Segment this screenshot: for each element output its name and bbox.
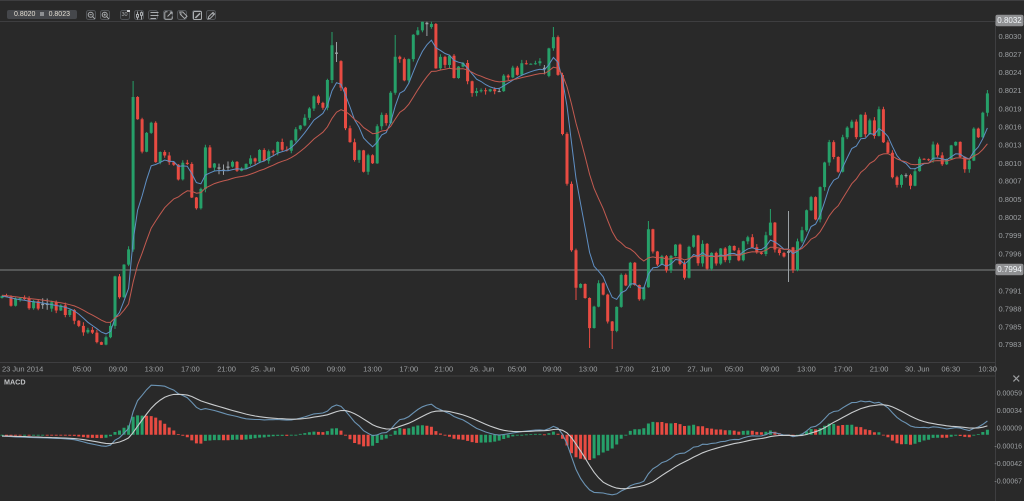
- svg-text:MACD: MACD: [4, 378, 26, 387]
- svg-text:0.7988: 0.7988: [999, 305, 1022, 314]
- svg-text:0.8027: 0.8027: [999, 50, 1022, 59]
- svg-text:0.8016: 0.8016: [999, 123, 1022, 132]
- svg-text:13:00: 13:00: [145, 364, 164, 373]
- svg-text:26. Jun: 26. Jun: [470, 364, 495, 373]
- svg-text:0.7985: 0.7985: [999, 323, 1022, 332]
- svg-text:09:00: 09:00: [761, 364, 780, 373]
- svg-text:-0.00042: -0.00042: [994, 461, 1022, 468]
- svg-text:09:00: 09:00: [109, 364, 128, 373]
- svg-text:05:00: 05:00: [291, 364, 310, 373]
- svg-text:-0.00016: -0.00016: [994, 443, 1022, 450]
- svg-text:23 Jun 2014: 23 Jun 2014: [2, 364, 43, 373]
- svg-text:0.7991: 0.7991: [999, 286, 1022, 295]
- svg-text:0.8007: 0.8007: [999, 177, 1022, 186]
- svg-text:0.8032: 0.8032: [997, 16, 1022, 25]
- svg-text:0.8019: 0.8019: [999, 104, 1022, 113]
- svg-text:0.7994: 0.7994: [997, 265, 1022, 274]
- svg-text:09:00: 09:00: [543, 364, 562, 373]
- svg-text:05:00: 05:00: [508, 364, 527, 373]
- svg-text:27. Jun: 27. Jun: [687, 364, 712, 373]
- svg-text:06:30: 06:30: [941, 364, 960, 373]
- svg-text:05:00: 05:00: [73, 364, 92, 373]
- svg-text:0.00034: 0.00034: [997, 408, 1022, 415]
- svg-text:13:00: 13:00: [363, 364, 382, 373]
- svg-text:0.8013: 0.8013: [999, 141, 1022, 150]
- svg-text:21:00: 21:00: [434, 364, 453, 373]
- svg-text:0.7999: 0.7999: [999, 231, 1022, 240]
- svg-text:17:00: 17:00: [181, 364, 200, 373]
- svg-text:0.7996: 0.7996: [999, 249, 1022, 258]
- svg-text:21:00: 21:00: [870, 364, 889, 373]
- svg-text:21:00: 21:00: [217, 364, 236, 373]
- svg-text:0.8024: 0.8024: [999, 68, 1022, 77]
- svg-text:0.8002: 0.8002: [999, 213, 1022, 222]
- svg-text:10:30: 10:30: [978, 364, 997, 373]
- svg-text:0.00059: 0.00059: [997, 391, 1022, 398]
- svg-text:17:00: 17:00: [834, 364, 853, 373]
- svg-text:17:00: 17:00: [399, 364, 418, 373]
- svg-text:13:00: 13:00: [579, 364, 598, 373]
- svg-text:0.00009: 0.00009: [997, 426, 1022, 433]
- svg-text:0.8030: 0.8030: [999, 32, 1022, 41]
- svg-text:0.8021: 0.8021: [999, 86, 1022, 95]
- svg-text:0.7983: 0.7983: [999, 340, 1022, 349]
- svg-text:-0.00067: -0.00067: [994, 479, 1022, 486]
- svg-text:17:00: 17:00: [615, 364, 634, 373]
- svg-text:0.8005: 0.8005: [999, 195, 1022, 204]
- svg-text:13:00: 13:00: [797, 364, 816, 373]
- svg-text:30. Jun: 30. Jun: [905, 364, 930, 373]
- svg-text:09:00: 09:00: [327, 364, 346, 373]
- svg-text:21:00: 21:00: [651, 364, 670, 373]
- svg-text:05:00: 05:00: [725, 364, 744, 373]
- svg-text:0.8010: 0.8010: [999, 159, 1022, 168]
- svg-text:25. Jun: 25. Jun: [251, 364, 276, 373]
